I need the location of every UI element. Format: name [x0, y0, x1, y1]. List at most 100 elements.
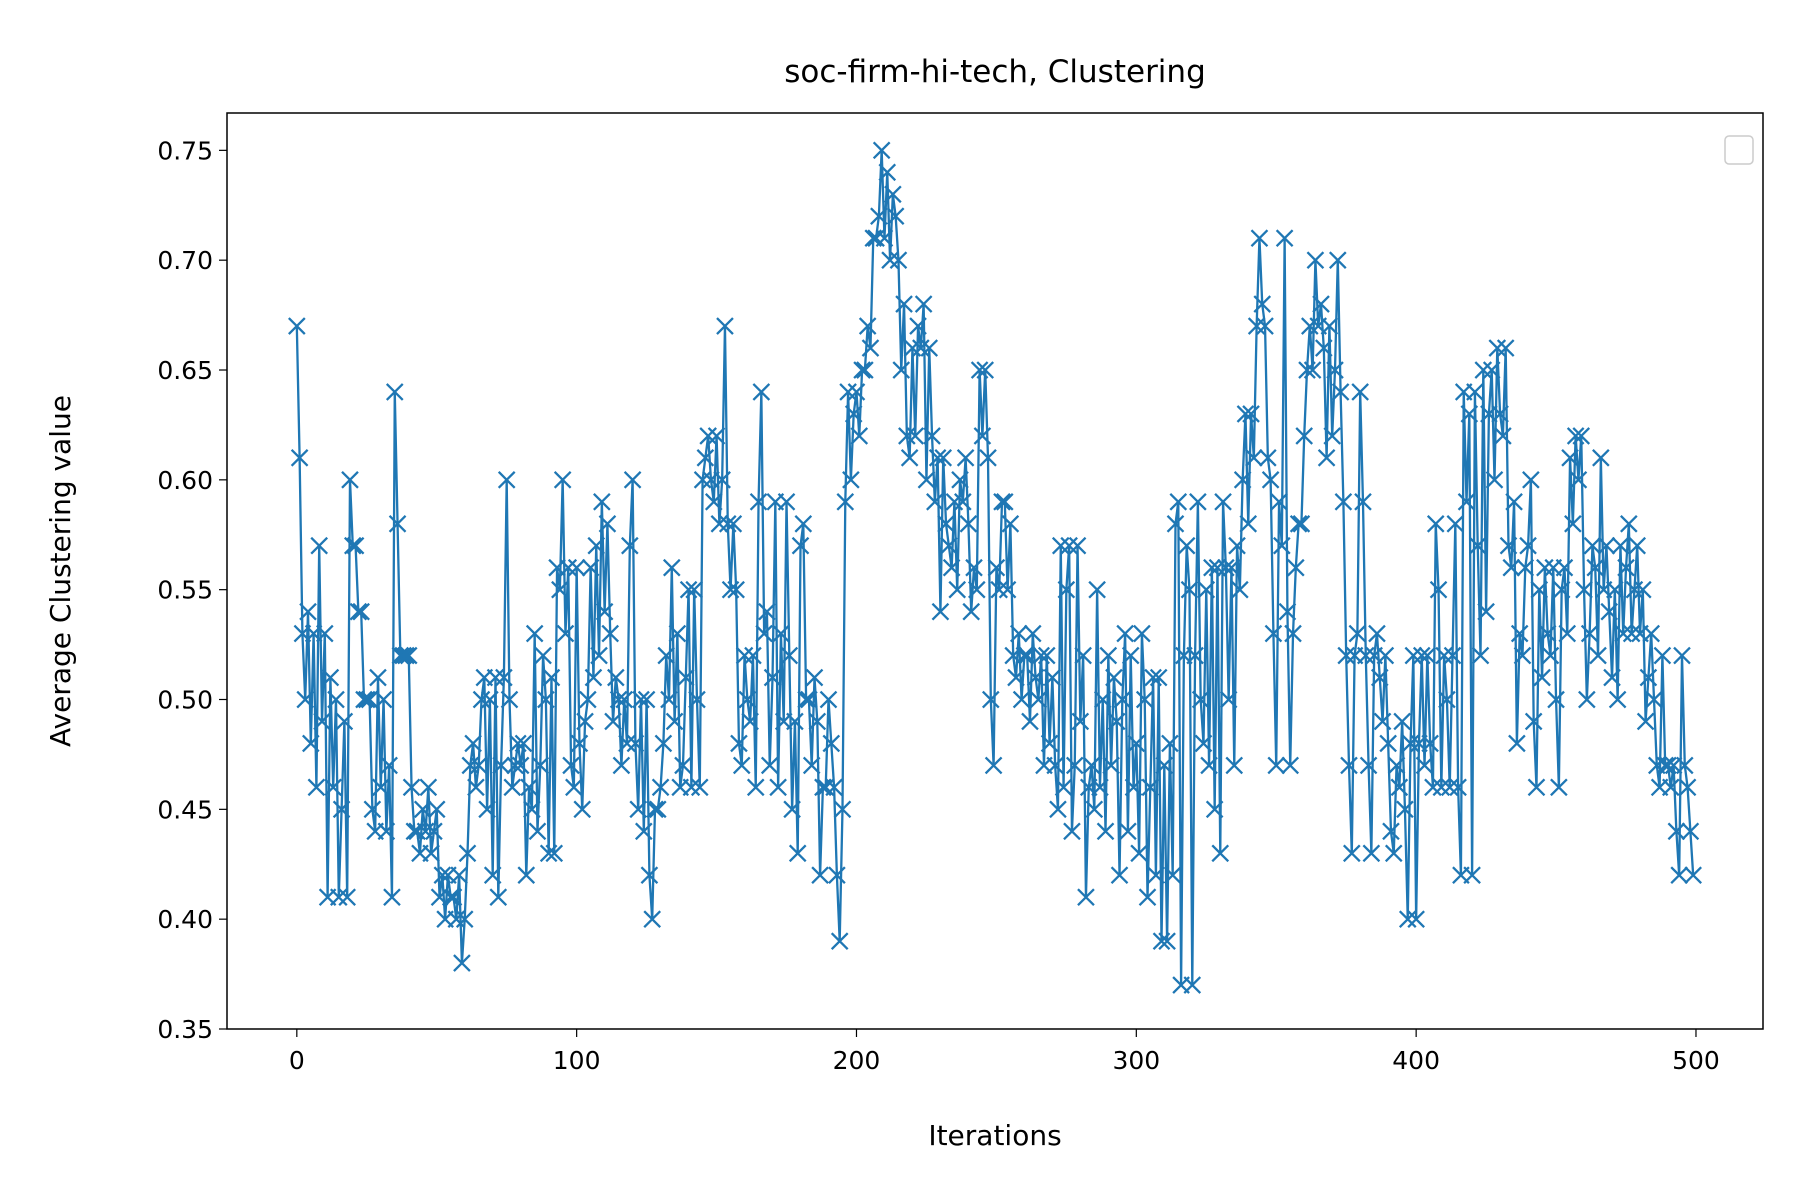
data-marker	[1356, 646, 1375, 665]
data-marker	[369, 668, 387, 687]
data-marker	[1060, 536, 1078, 555]
data-marker	[1382, 822, 1400, 841]
data-marker	[517, 866, 536, 885]
data-marker	[315, 624, 334, 643]
data-marker	[503, 778, 522, 797]
data-marker	[523, 800, 541, 819]
data-marker	[1516, 558, 1535, 577]
data-marker	[1508, 734, 1526, 753]
data-marker	[363, 800, 382, 819]
data-marker	[1583, 536, 1602, 555]
series-line	[295, 149, 1695, 987]
data-marker	[618, 734, 636, 753]
data-marker	[377, 822, 396, 841]
data-marker	[1485, 471, 1504, 489]
data-marker	[425, 822, 443, 841]
data-marker	[1186, 646, 1204, 665]
data-marker	[856, 361, 874, 379]
data-marker	[1029, 690, 1048, 709]
data-marker	[646, 800, 664, 819]
data-marker	[307, 778, 326, 797]
data-marker	[545, 844, 564, 863]
data-marker	[1236, 405, 1255, 423]
data-marker	[786, 712, 804, 731]
data-marker	[1359, 756, 1378, 775]
data-marker	[1256, 317, 1274, 335]
data-marker	[1561, 449, 1579, 467]
data-marker	[1491, 405, 1509, 423]
data-marker	[752, 383, 771, 401]
data-marker	[1189, 492, 1207, 511]
data-marker	[1463, 866, 1481, 885]
data-marker	[1572, 427, 1591, 445]
data-marker	[626, 734, 645, 753]
data-marker	[755, 624, 773, 643]
data-marker	[1231, 580, 1249, 599]
data-marker	[906, 427, 925, 445]
data-marker	[1578, 690, 1596, 709]
data-marker	[693, 471, 712, 489]
data-marker	[556, 624, 575, 643]
data-marker	[1471, 646, 1490, 665]
data-marker	[1527, 778, 1546, 797]
data-marker	[394, 646, 412, 665]
data-marker	[329, 888, 348, 907]
data-marker	[427, 800, 446, 819]
data-marker	[1606, 580, 1624, 599]
data-marker	[867, 229, 885, 248]
data-marker	[1169, 492, 1188, 511]
data-marker	[609, 690, 628, 709]
data-marker	[643, 910, 662, 928]
data-marker	[1440, 778, 1459, 797]
data-marker	[685, 580, 703, 599]
data-marker	[590, 646, 608, 665]
data-marker	[1135, 690, 1154, 709]
data-marker	[483, 866, 502, 885]
data-marker	[1580, 624, 1599, 643]
data-marker	[1524, 712, 1543, 731]
data-marker	[1407, 910, 1425, 928]
data-marker	[1373, 712, 1392, 731]
data-marker	[836, 492, 855, 511]
data-marker	[741, 712, 759, 731]
data-marker	[495, 668, 513, 687]
data-marker	[956, 449, 975, 467]
data-marker	[461, 756, 480, 775]
data-marker	[528, 822, 547, 841]
data-marker	[1054, 778, 1073, 797]
data-marker	[1614, 624, 1633, 643]
data-marker	[718, 514, 737, 533]
data-marker	[1007, 668, 1025, 687]
data-marker	[892, 361, 911, 379]
data-marker	[1558, 624, 1577, 643]
data-marker	[531, 756, 550, 775]
data-marker	[296, 690, 315, 709]
data-marker	[444, 888, 463, 907]
data-marker	[1435, 646, 1453, 665]
data-marker	[1589, 646, 1607, 665]
data-marker	[1401, 734, 1420, 753]
data-marker	[1183, 976, 1202, 994]
data-marker	[744, 646, 762, 665]
data-marker	[1300, 317, 1319, 335]
data-marker	[1533, 668, 1551, 687]
data-marker	[1287, 558, 1305, 577]
data-marker	[1099, 646, 1118, 665]
data-marker	[704, 492, 723, 511]
data-marker	[553, 471, 572, 489]
data-marker	[579, 690, 597, 709]
data-marker	[847, 383, 866, 401]
x-tick-label: 0	[289, 1046, 305, 1075]
data-marker	[506, 756, 524, 775]
data-marker	[1541, 646, 1560, 665]
data-marker	[920, 339, 939, 357]
data-marker	[822, 734, 841, 753]
data-marker	[595, 602, 614, 621]
data-marker	[1376, 646, 1395, 665]
data-marker	[1071, 712, 1090, 731]
data-marker	[584, 668, 603, 687]
data-marker	[870, 207, 888, 226]
data-marker	[1446, 514, 1465, 533]
data-marker	[833, 800, 852, 819]
data-marker	[1158, 932, 1176, 950]
